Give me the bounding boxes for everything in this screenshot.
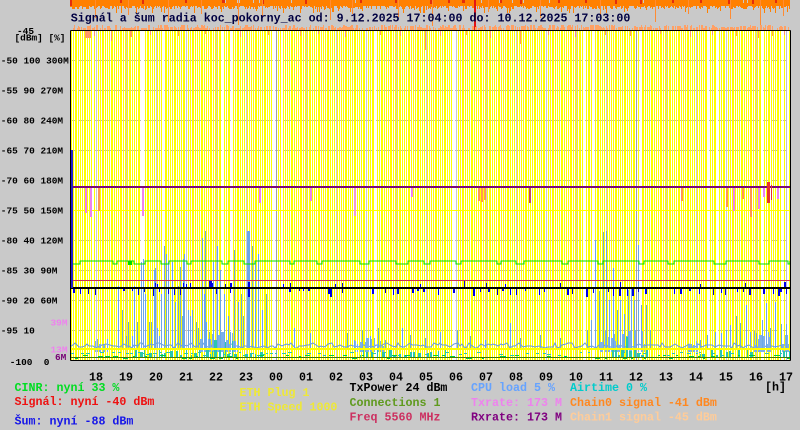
svg-text:-55 90 270M: -55 90 270M xyxy=(1,86,64,97)
svg-text:Chain0 signal -41 dBm: Chain0 signal -41 dBm xyxy=(570,396,717,410)
svg-text:21: 21 xyxy=(179,371,193,385)
svg-text:Šum: nyní -88 dBm: Šum: nyní -88 dBm xyxy=(15,415,134,429)
svg-text:14: 14 xyxy=(689,371,703,385)
svg-text:-65 70 210M: -65 70 210M xyxy=(1,146,64,157)
svg-text:CINR: nyní 33 %: CINR: nyní 33 % xyxy=(15,381,120,395)
svg-text:03: 03 xyxy=(359,371,373,385)
svg-text:17: 17 xyxy=(779,371,793,385)
svg-text:[dBm] [%]: [dBm] [%] xyxy=(15,33,66,44)
svg-text:22: 22 xyxy=(209,371,223,385)
svg-text:18: 18 xyxy=(89,371,103,385)
svg-text:05: 05 xyxy=(419,371,433,385)
svg-text:00: 00 xyxy=(269,371,283,385)
svg-text:Freq 5560 MHz: Freq 5560 MHz xyxy=(350,411,441,425)
svg-text:6M: 6M xyxy=(55,352,67,363)
svg-text:-90 20 60M: -90 20 60M xyxy=(1,296,58,307)
svg-text:-85 30 90M: -85 30 90M xyxy=(1,266,58,277)
svg-text:Chain1 signal -45 dBm: Chain1 signal -45 dBm xyxy=(570,411,717,425)
svg-text:Airtime 0 %: Airtime 0 % xyxy=(570,381,647,395)
svg-text:10: 10 xyxy=(569,371,583,385)
svg-text:Rxrate: 173 M: Rxrate: 173 M xyxy=(471,411,562,425)
svg-text:07: 07 xyxy=(479,371,493,385)
svg-text:12: 12 xyxy=(629,371,643,385)
svg-text:39M: 39M xyxy=(51,318,68,329)
svg-text:ETH Plug 1: ETH Plug 1 xyxy=(240,386,310,400)
svg-text:-75 50 150M: -75 50 150M xyxy=(1,206,64,217)
svg-text:-70 60 180M: -70 60 180M xyxy=(1,176,64,187)
svg-text:-100 0: -100 0 xyxy=(10,357,50,368)
svg-text:01: 01 xyxy=(299,371,313,385)
svg-text:09: 09 xyxy=(539,371,553,385)
svg-text:19: 19 xyxy=(119,371,133,385)
svg-text:04: 04 xyxy=(389,371,403,385)
svg-text:-95 10: -95 10 xyxy=(1,326,35,337)
svg-text:15: 15 xyxy=(719,371,733,385)
svg-text:-50 100 300M: -50 100 300M xyxy=(1,56,69,67)
svg-text:TxPower 24 dBm: TxPower 24 dBm xyxy=(350,381,448,395)
svg-text:Signál a šum radia koc_pokorny: Signál a šum radia koc_pokorny_ac od: 9.… xyxy=(71,12,631,26)
svg-text:08: 08 xyxy=(509,371,523,385)
svg-text:13M: 13M xyxy=(51,345,68,356)
svg-text:Signál: nyní -40 dBm: Signál: nyní -40 dBm xyxy=(15,395,155,409)
svg-text:-45: -45 xyxy=(17,26,34,37)
svg-text:-80 40 120M: -80 40 120M xyxy=(1,236,64,247)
svg-text:23: 23 xyxy=(239,371,253,385)
svg-text:11: 11 xyxy=(599,371,613,385)
svg-text:[h]: [h] xyxy=(765,381,786,395)
svg-text:Txrate: 173 M: Txrate: 173 M xyxy=(471,396,562,410)
svg-text:ETH Speed 1000: ETH Speed 1000 xyxy=(240,401,338,415)
svg-text:16: 16 xyxy=(749,371,763,385)
svg-text:20: 20 xyxy=(149,371,163,385)
svg-text:-60 80 240M: -60 80 240M xyxy=(1,116,64,127)
svg-text:02: 02 xyxy=(329,371,343,385)
svg-text:CPU load 5 %: CPU load 5 % xyxy=(471,381,555,395)
svg-text:06: 06 xyxy=(449,371,463,385)
svg-text:Connections 1: Connections 1 xyxy=(350,396,441,410)
svg-text:13: 13 xyxy=(659,371,673,385)
